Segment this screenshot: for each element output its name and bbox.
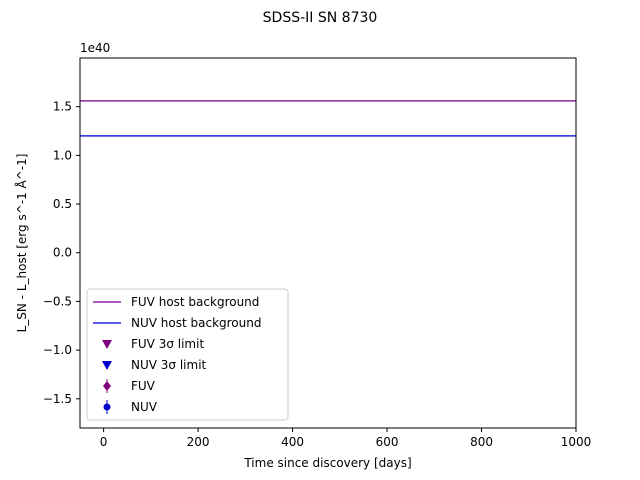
x-tick-label: 600: [376, 435, 399, 449]
legend-diamond-marker: [103, 381, 111, 391]
x-axis-label: Time since discovery [days]: [243, 456, 411, 470]
y-tick-label: −1.5: [43, 392, 72, 406]
x-tick-label: 200: [187, 435, 210, 449]
x-axis-ticks: 0 200 400 600 800 1000: [100, 428, 591, 449]
y-offset-label: 1e40: [80, 41, 110, 55]
y-tick-label: −1.0: [43, 343, 72, 357]
legend-circle-marker: [103, 403, 111, 411]
x-tick-label: 0: [100, 435, 108, 449]
legend-label: FUV: [131, 379, 156, 393]
legend-box: [86, 288, 289, 421]
y-tick-label: 0.0: [53, 246, 72, 260]
plot-frame: [79, 57, 577, 429]
legend-label: NUV: [131, 400, 158, 414]
y-axis-ticks: −1.5 −1.0 −0.5 0.0 0.5 1.0 1.5: [43, 100, 80, 406]
x-tick-label: 800: [470, 435, 493, 449]
legend-entry-nuv-host-background: NUV host background: [93, 316, 261, 330]
y-axis-label: L_SN - L_host [erg s^-1 Å^-1]: [14, 154, 29, 333]
y-tick-label: 0.5: [53, 197, 72, 211]
legend-entry-fuv-3-limit: FUV 3σ limit: [102, 337, 204, 351]
y-tick-label: 1.0: [53, 148, 72, 162]
chart-title: SDSS-II SN 8730: [263, 10, 378, 26]
legend-label: NUV host background: [131, 316, 261, 330]
legend-label: FUV host background: [131, 295, 259, 309]
legend-entry-nuv-3-limit: NUV 3σ limit: [102, 358, 207, 372]
plot-lines: [80, 100, 576, 137]
legend-triangle-down-marker: [102, 340, 112, 349]
legend-label: NUV 3σ limit: [131, 358, 207, 372]
legend-label: FUV 3σ limit: [131, 337, 204, 351]
x-tick-label: 400: [281, 435, 304, 449]
legend-entry-nuv: NUV: [103, 400, 158, 414]
y-tick-label: −0.5: [43, 294, 72, 308]
x-tick-label: 1000: [561, 435, 592, 449]
legend-entry-fuv-host-background: FUV host background: [93, 295, 259, 309]
legend-triangle-down-marker: [102, 361, 112, 370]
legend-entry-fuv: FUV: [103, 379, 156, 393]
legend: FUV host background NUV host background FU…: [86, 288, 289, 421]
y-tick-label: 1.5: [53, 100, 72, 114]
